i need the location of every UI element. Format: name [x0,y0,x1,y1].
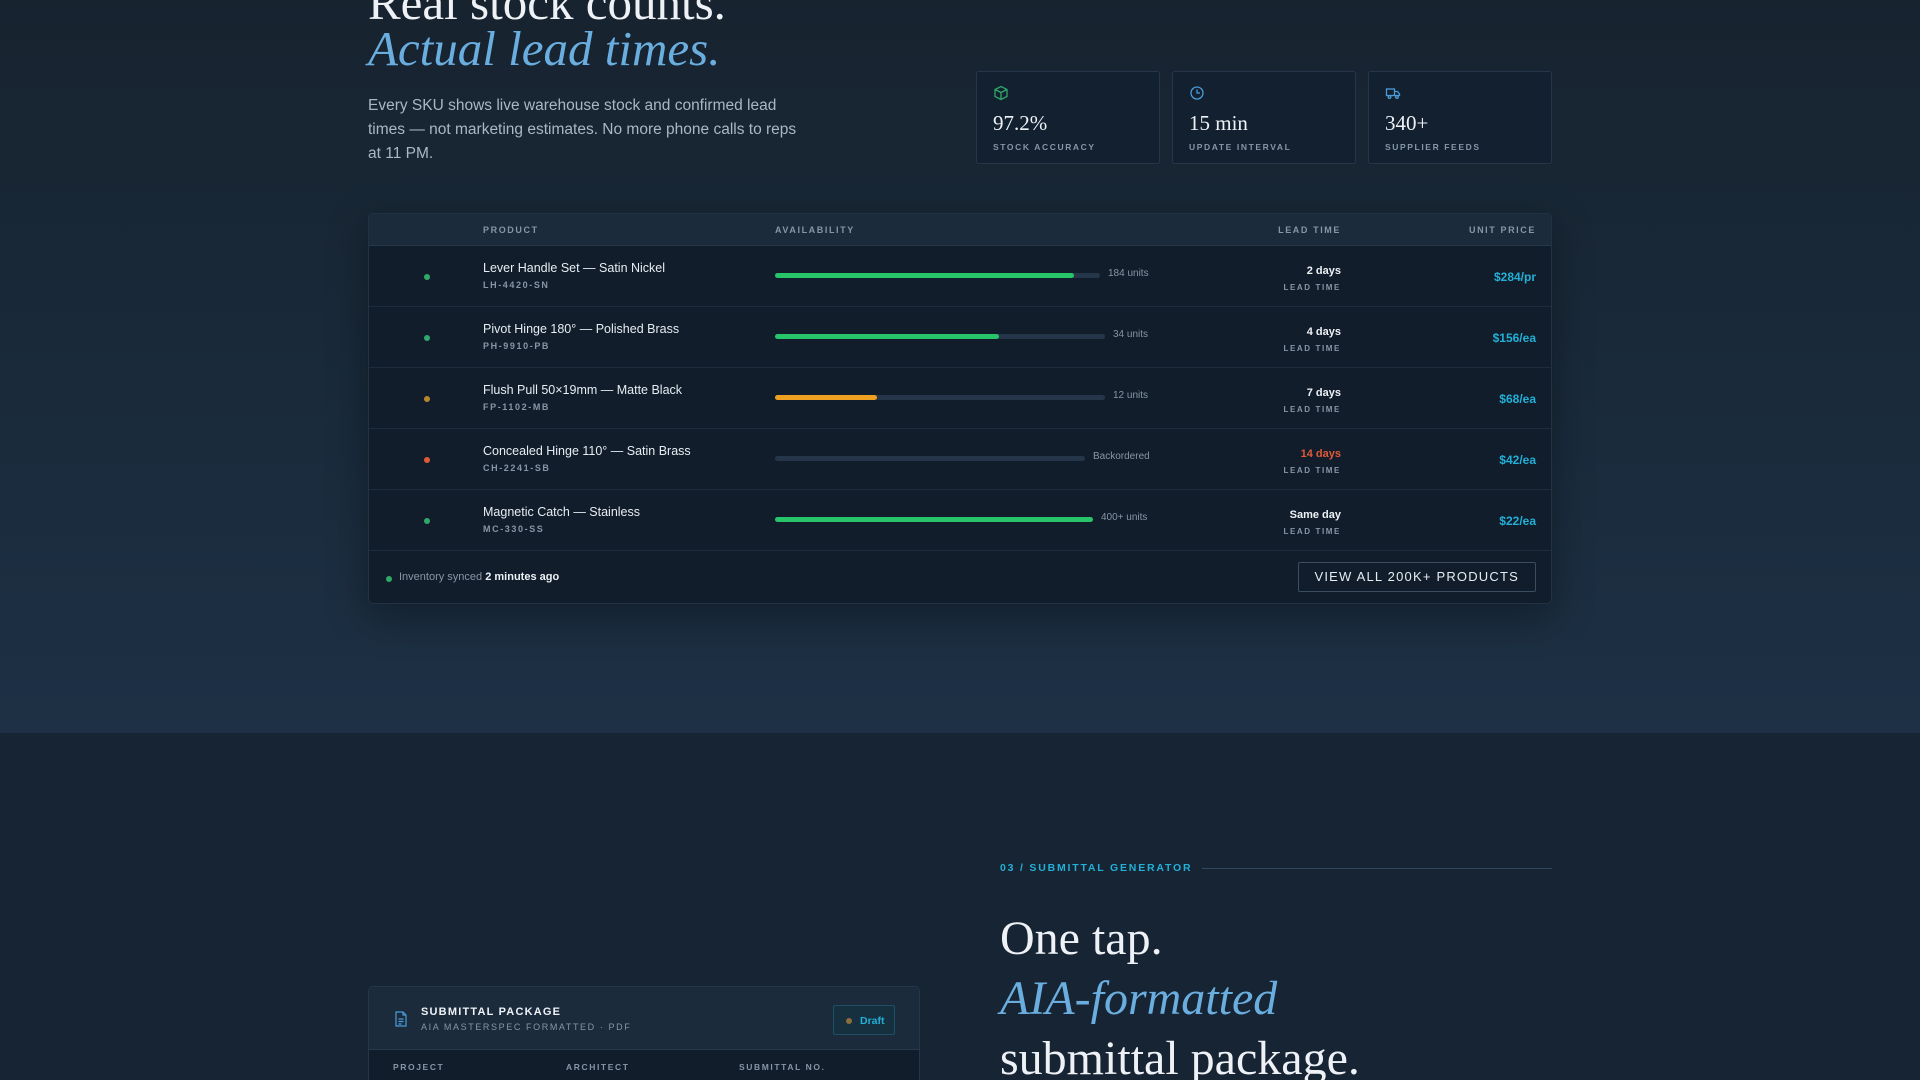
sync-time: 2 minutes ago [485,571,560,583]
product-name: Concealed Hinge 110° — Satin Brass [483,444,691,458]
product-sku: FP-1102-MB [483,402,551,412]
column-header-product: PRODUCT [483,225,539,235]
view-all-products-button[interactable]: VIEW ALL 200K+ PRODUCTS [1297,562,1536,592]
clock-icon [1189,85,1205,101]
stat-value: 340+ [1385,111,1429,135]
availability-bar [775,334,1105,339]
availability-label: 400+ units [1101,512,1148,523]
stat-value: 97.2% [993,111,1048,135]
lead-time-value: 7 days [1306,387,1341,399]
availability-bar-fill [775,334,999,339]
column-header-architect: ARCHITECT [566,1062,630,1072]
availability-label: Backordered [1093,451,1150,462]
stock-status-dot [424,396,430,402]
sync-status: Inventory synced 2 minutes ago [399,571,559,583]
lead-time-label: LEAD TIME [1283,527,1341,536]
stock-status-dot [424,518,430,524]
product-name: Pivot Hinge 180° — Polished Brass [483,322,680,336]
stat-card-stock-accuracy: 97.2% STOCK ACCURACY [976,71,1160,164]
hero-title-line1: Real stock counts. [368,0,726,30]
lead-time-label: LEAD TIME [1283,405,1341,414]
submittal-title-line3: submittal package. [1000,1032,1360,1080]
lead-time-value: Same day [1289,509,1341,521]
product-name: Lever Handle Set — Satin Nickel [483,261,666,275]
product-sku: PH-9910-PB [483,341,551,351]
column-header-project: PROJECT [393,1062,445,1072]
availability-bar [775,456,1085,461]
submittal-meta: AIA MASTERSPEC FORMATTED · PDF [421,1022,632,1032]
unit-price: $156/ea [1492,331,1536,345]
availability-label: 34 units [1113,329,1149,340]
table-footer: Inventory synced 2 minutes ago VIEW ALL … [369,551,1551,603]
availability-bar [775,273,1100,278]
draft-label: Draft [860,1015,885,1027]
table-header: PRODUCT AVAILABILITY LEAD TIME UNIT PRIC… [369,214,1551,246]
lead-time-label: LEAD TIME [1283,344,1341,353]
availability-bar-fill [775,517,1093,522]
availability-label: 184 units [1108,268,1149,279]
document-icon [394,1011,408,1027]
sync-status-dot [386,576,392,582]
lead-time-value: 4 days [1306,326,1341,338]
table-row[interactable]: Flush Pull 50×19mm — Matte Black FP-1102-… [369,368,1551,429]
section-eyebrow: 03 / SUBMITTAL GENERATOR [1000,862,1193,874]
table-row[interactable]: Lever Handle Set — Satin Nickel LH-4420-S… [369,246,1551,307]
stock-status-dot [424,335,430,341]
unit-price: $68/ea [1499,392,1536,406]
column-header-availability: AVAILABILITY [775,225,855,235]
unit-price: $22/ea [1499,514,1536,528]
stock-status-dot [424,457,430,463]
draft-dot [846,1018,852,1024]
eyebrow-divider [1202,868,1552,869]
lead-time-label: LEAD TIME [1283,466,1341,475]
stat-label: STOCK ACCURACY [993,142,1096,152]
stat-card-supplier-feeds: 340+ SUPPLIER FEEDS [1368,71,1552,164]
column-header-lead-time: LEAD TIME [1278,225,1341,235]
availability-bar-fill [775,395,877,400]
sync-prefix: Inventory synced [399,571,486,583]
product-name: Magnetic Catch — Stainless [483,505,641,519]
product-sku: LH-4420-SN [483,280,550,290]
table-row[interactable]: Pivot Hinge 180° — Polished Brass PH-9910… [369,307,1551,368]
submittal-title: SUBMITTAL PACKAGE [421,1006,562,1018]
unit-price: $42/ea [1499,453,1536,467]
submittal-title-line2: AIA-formatted [1000,972,1278,1025]
draft-badge[interactable]: Draft [833,1005,895,1035]
product-name: Flush Pull 50×19mm — Matte Black [483,383,683,397]
availability-label: 12 units [1113,390,1149,401]
inventory-table: PRODUCT AVAILABILITY LEAD TIME UNIT PRIC… [368,213,1552,604]
table-row[interactable]: Magnetic Catch — Stainless MC-330-SS 400+ … [369,490,1551,551]
column-header-submittal-no: SUBMITTAL NO. [739,1062,826,1072]
stat-label: SUPPLIER FEEDS [1385,142,1481,152]
submittal-card-header: SUBMITTAL PACKAGE AIA MASTERSPEC FORMATT… [369,987,919,1050]
availability-bar-fill [775,273,1074,278]
column-header-unit-price: UNIT PRICE [1468,225,1536,235]
stat-card-update-interval: 15 min UPDATE INTERVAL [1172,71,1356,164]
submittal-title-line1: One tap. [1000,912,1163,965]
product-sku: MC-330-SS [483,524,545,534]
unit-price: $284/pr [1493,270,1536,284]
submittal-section [0,733,1920,1080]
lead-time-value: 14 days [1300,448,1341,460]
table-row[interactable]: Concealed Hinge 110° — Satin Brass CH-224… [369,429,1551,490]
availability-bar [775,395,1105,400]
box-icon [993,85,1009,101]
lead-time-label: LEAD TIME [1283,283,1341,292]
product-sku: CH-2241-SB [483,463,551,473]
stock-status-dot [424,274,430,280]
lead-time-value: 2 days [1306,265,1341,277]
hero-description: Every SKU shows live warehouse stock and… [368,97,797,162]
availability-bar [775,517,1093,522]
submittal-package-card: SUBMITTAL PACKAGE AIA MASTERSPEC FORMATT… [368,986,920,1080]
stat-label: UPDATE INTERVAL [1189,142,1292,152]
hero-title-line2: Actual lead times. [368,21,721,76]
truck-icon [1385,85,1401,101]
stat-value: 15 min [1189,111,1248,135]
